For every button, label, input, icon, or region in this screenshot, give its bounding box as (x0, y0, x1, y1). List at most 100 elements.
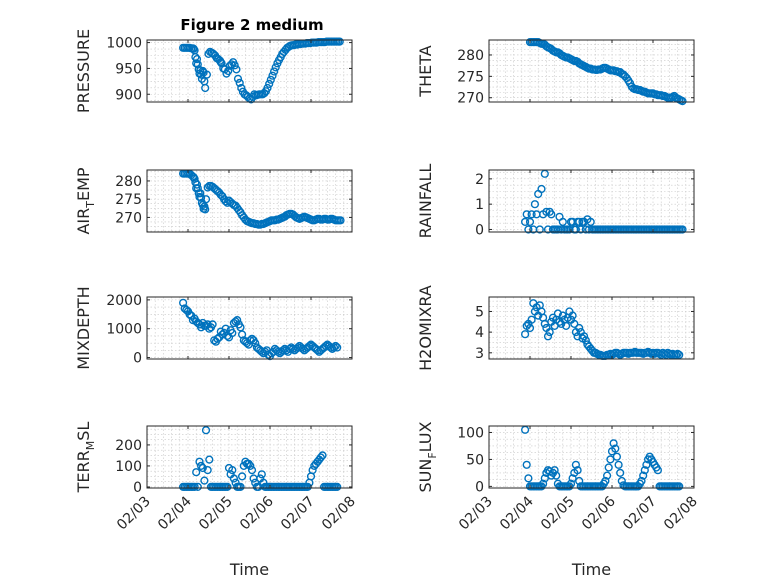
axes-box (488, 39, 695, 103)
data-point (236, 323, 245, 332)
y-tick-label: 270 (457, 91, 484, 107)
data-point (568, 474, 577, 483)
data-point (305, 341, 314, 351)
data-point (329, 343, 339, 352)
data-point (233, 74, 243, 83)
y-tick-label: 100 (115, 459, 142, 475)
x-tick-label: 02/05 (196, 494, 236, 534)
x-tick-label: 02/08 (319, 494, 359, 534)
data-point (609, 439, 618, 448)
y-tick-label: 275 (115, 192, 142, 208)
data-point (274, 347, 283, 356)
axes-box (146, 169, 353, 233)
data-point (570, 319, 579, 329)
data-point (198, 463, 207, 473)
data-point (228, 328, 237, 338)
data-point (552, 471, 561, 480)
x-tick-label: 02/03 (114, 494, 154, 534)
data-point (237, 83, 246, 93)
data-point (193, 482, 202, 492)
data-point (576, 225, 585, 234)
axes-box (488, 296, 695, 360)
data-point (602, 471, 612, 480)
subplot-h2omixra: 3 4 5 H2OMIXRA (416, 285, 695, 371)
data-point (266, 75, 275, 84)
data-point (637, 476, 646, 486)
data-point (318, 451, 327, 460)
subplot-air-temp: 270 275 280 AIRTEMP (74, 167, 353, 235)
y-tick-label: 280 (115, 174, 142, 190)
data-point (257, 470, 266, 479)
data-point (233, 316, 242, 325)
subplot-mixdepth: 0 1000 2000 MIXDEPTH (74, 286, 353, 370)
x-axis-label: Time (229, 560, 269, 579)
data-point (678, 96, 687, 106)
data-point (525, 217, 535, 227)
y-tick-label: 200 (115, 438, 142, 454)
data-point (235, 78, 244, 88)
data-point (321, 341, 330, 351)
y-axis-label: H2OMIXRA (416, 285, 435, 371)
data-point (550, 466, 559, 475)
data-point (545, 328, 554, 337)
y-tick-label: 2 (475, 172, 484, 188)
data-point (586, 217, 595, 227)
data-point (238, 472, 247, 481)
data-point (537, 184, 546, 194)
data-point (192, 54, 202, 64)
x-tick-label: 02/03 (456, 494, 496, 534)
y-tick-label: 5 (475, 304, 484, 320)
y-tick-label: 900 (115, 87, 142, 103)
data-point (581, 336, 590, 345)
x-tick-label: 02/07 (278, 494, 318, 534)
data-point (201, 205, 210, 214)
y-tick-label: 4 (475, 325, 484, 341)
y-tick-label: 0 (475, 479, 484, 495)
data-point (336, 216, 345, 225)
data-point (520, 330, 530, 339)
y-tick-label: 3 (475, 346, 484, 362)
y-axis-label: TERRMSL (74, 422, 97, 494)
data-point (201, 195, 211, 204)
data-point (535, 225, 544, 234)
data-point (561, 321, 571, 331)
data-point (197, 193, 206, 202)
data-point (673, 349, 682, 358)
data-point (196, 189, 205, 198)
data-point (553, 309, 563, 318)
data-point (520, 217, 530, 227)
data-point (331, 341, 340, 351)
y-tick-label: 950 (115, 61, 142, 77)
data-point (575, 323, 584, 333)
data-point (201, 426, 211, 435)
y-axis-label: AIRTEMP (74, 167, 97, 234)
data-point (333, 482, 342, 492)
data-point (678, 225, 687, 234)
y-tick-label: 1000 (106, 322, 142, 338)
y-tick-label: 100 (457, 425, 484, 441)
data-point (606, 455, 615, 464)
y-tick-label: 0 (133, 480, 142, 496)
x-tick-label: 02/07 (620, 494, 660, 534)
data-point (640, 466, 649, 475)
data-point (524, 474, 533, 483)
y-tick-label: 0 (133, 351, 142, 367)
data-point (524, 225, 533, 234)
data-point (232, 65, 241, 74)
data-point (192, 180, 202, 189)
y-tick-label: 280 (457, 48, 484, 64)
data-point (229, 474, 239, 483)
data-point (604, 463, 613, 472)
data-point (612, 452, 622, 461)
data-point (540, 474, 549, 483)
subplot-terr-msl: 0 100 200 02/03 02/04 02/05 02/06 02/07 02/08 TER… (74, 422, 359, 579)
y-axis-label: RAINFALL (416, 164, 435, 239)
figure-title: Figure 2 medium (180, 16, 323, 34)
y-axis-label: PRESSURE (74, 29, 93, 113)
data-point (653, 466, 663, 475)
data-point (200, 476, 209, 485)
data-point (616, 468, 625, 478)
data-point (614, 460, 623, 469)
data-point (197, 461, 206, 471)
